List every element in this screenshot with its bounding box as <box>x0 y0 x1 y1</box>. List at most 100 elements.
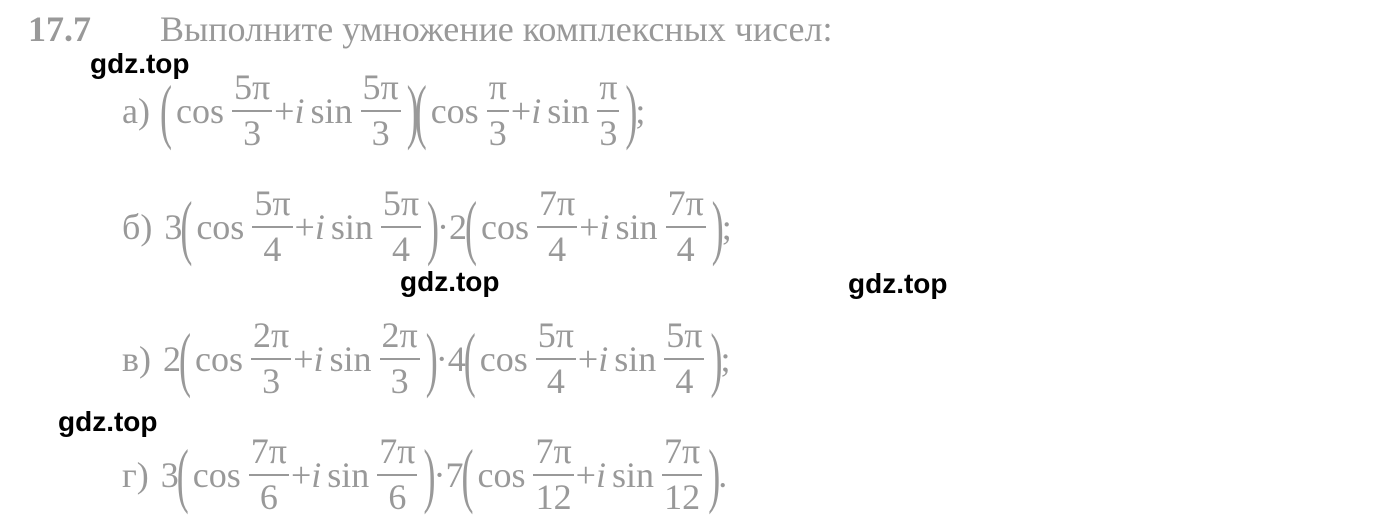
sin-token: sin <box>547 90 589 132</box>
fraction-den: 3 <box>380 360 420 402</box>
sin-token: sin <box>331 206 373 248</box>
sin-token: sin <box>327 454 369 496</box>
i-token: i <box>531 90 541 132</box>
paren-open: ( <box>464 317 476 401</box>
sin-token: sin <box>310 90 352 132</box>
prompt-text: Выполните умножение комплексных чисел: <box>160 8 833 50</box>
sin-token: sin <box>612 454 654 496</box>
fraction-den: 4 <box>252 228 292 270</box>
paren-open: ( <box>160 69 172 153</box>
fraction-num: 2π <box>380 316 420 360</box>
plus-token: + <box>578 338 598 380</box>
sin-token: sin <box>616 206 658 248</box>
cos-token: cos <box>196 206 244 248</box>
paren-close: ) <box>625 69 637 153</box>
i-token: i <box>314 338 324 380</box>
fraction-den: 12 <box>662 476 702 518</box>
fraction-den: 3 <box>361 112 401 154</box>
fraction: 5π 3 <box>230 68 274 153</box>
expression-row-a: а) ( cos 5π 3 + i sin 5π 3 ) ( cos π 3 +… <box>122 68 645 153</box>
fraction: 7π 4 <box>535 184 579 269</box>
fraction-num: 5π <box>664 316 704 360</box>
fraction-den: 3 <box>251 360 291 402</box>
i-token: i <box>598 338 608 380</box>
cos-token: cos <box>431 90 479 132</box>
cos-token: cos <box>477 454 525 496</box>
watermark: gdz.top <box>848 268 948 300</box>
fraction: 5π 4 <box>250 184 294 269</box>
fraction: 5π 4 <box>379 184 423 269</box>
cos-token: cos <box>480 338 528 380</box>
cos-token: cos <box>195 338 243 380</box>
fraction: 7π 12 <box>531 432 575 517</box>
fraction-num: 7π <box>666 184 706 228</box>
fraction-den: 6 <box>377 476 417 518</box>
fraction-den: 3 <box>597 112 619 154</box>
row-label: а) <box>122 90 150 132</box>
fraction-num: 5π <box>232 68 272 112</box>
i-token: i <box>600 206 610 248</box>
fraction-den: 4 <box>666 228 706 270</box>
paren-close: ) <box>708 433 720 517</box>
sin-token: sin <box>614 338 656 380</box>
fraction-num: 5π <box>361 68 401 112</box>
paren-open: ( <box>465 185 477 269</box>
plus-token: + <box>576 454 596 496</box>
paren-close: ) <box>712 185 724 269</box>
paren-close: ) <box>423 433 435 517</box>
paren-close: ) <box>427 185 439 269</box>
plus-token: + <box>291 454 311 496</box>
fraction-den: 3 <box>487 112 509 154</box>
fraction: 7π 6 <box>375 432 419 517</box>
fraction: 7π 12 <box>660 432 704 517</box>
fraction-den: 4 <box>536 360 576 402</box>
expression-row-c: в) 2 ( cos 2π 3 + i sin 2π 3 ) · 4 ( cos… <box>122 316 730 401</box>
fraction: 7π 4 <box>664 184 708 269</box>
paren-close: ) <box>710 317 722 401</box>
fraction: 5π 4 <box>534 316 578 401</box>
fraction-num: 7π <box>537 184 577 228</box>
plus-token: + <box>511 90 531 132</box>
fraction: 2π 3 <box>378 316 422 401</box>
paren-open: ( <box>179 317 191 401</box>
fraction-num: 7π <box>533 432 573 476</box>
fraction-num: 2π <box>251 316 291 360</box>
expression-row-d: г) 3 ( cos 7π 6 + i sin 7π 6 ) · 7 ( cos… <box>122 432 727 517</box>
row-label: б) <box>122 206 152 248</box>
i-token: i <box>311 454 321 496</box>
fraction: 2π 3 <box>249 316 293 401</box>
cos-token: cos <box>193 454 241 496</box>
cos-token: cos <box>176 90 224 132</box>
plus-token: + <box>274 90 294 132</box>
paren-open: ( <box>177 433 189 517</box>
paren-open: ( <box>415 69 427 153</box>
row-label: в) <box>122 338 151 380</box>
fraction-num: π <box>487 68 509 112</box>
fraction-num: 7π <box>662 432 702 476</box>
fraction-num: 5π <box>381 184 421 228</box>
fraction: 5π 3 <box>359 68 403 153</box>
cos-token: cos <box>481 206 529 248</box>
plus-token: + <box>293 338 313 380</box>
fraction-den: 3 <box>232 112 272 154</box>
fraction-num: 7π <box>377 432 417 476</box>
fraction-num: 5π <box>536 316 576 360</box>
i-token: i <box>294 90 304 132</box>
fraction-num: 5π <box>252 184 292 228</box>
expression-row-b: б) 3 ( cos 5π 4 + i sin 5π 4 ) · 2 ( cos… <box>122 184 732 269</box>
problem-number: 17.7 <box>28 8 91 50</box>
fraction-den: 6 <box>249 476 289 518</box>
paren-open: ( <box>180 185 192 269</box>
fraction: π 3 <box>595 68 621 153</box>
fraction-den: 12 <box>533 476 573 518</box>
watermark: gdz.top <box>400 266 500 298</box>
paren-close: ) <box>426 317 438 401</box>
row-label: г) <box>122 454 149 496</box>
fraction-num: π <box>597 68 619 112</box>
fraction-den: 4 <box>537 228 577 270</box>
fraction-den: 4 <box>664 360 704 402</box>
fraction-den: 4 <box>381 228 421 270</box>
sin-token: sin <box>330 338 372 380</box>
i-token: i <box>315 206 325 248</box>
fraction-num: 7π <box>249 432 289 476</box>
